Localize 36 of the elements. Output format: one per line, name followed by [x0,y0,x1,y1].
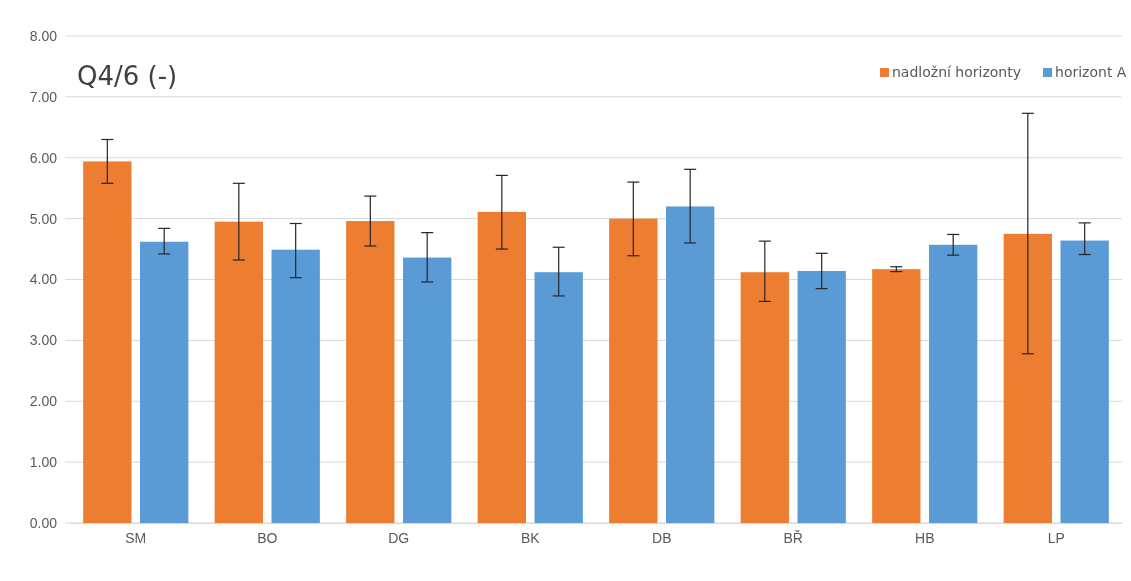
legend-label: horizont A [1055,64,1127,80]
x-tick-label: BO [257,529,278,546]
x-tick-label: BK [520,529,541,546]
y-tick-label: 1.00 [29,454,58,471]
bar [1060,240,1109,523]
bar [403,257,452,523]
bar [797,270,846,523]
bar [666,206,715,523]
x-tick-label: HB [915,529,935,546]
bar [740,272,789,523]
y-tick-label: 6.00 [29,149,58,166]
x-tick-label: DB [652,529,672,546]
x-tick-label: LP [1047,529,1065,546]
bar [477,211,526,523]
legend-label: nadložní horizonty [892,64,1022,80]
bar [83,161,132,523]
bar [140,241,189,523]
y-tick-label: 2.00 [29,393,58,410]
bar [929,244,978,523]
y-tick-label: 8.00 [29,27,58,44]
bar [1003,233,1052,523]
bar [609,218,658,523]
bar [346,221,395,523]
bar [534,272,583,523]
x-tick-label: BŘ [783,529,803,546]
bar [214,221,263,523]
bar [872,269,921,523]
y-tick-label: 4.00 [29,271,58,288]
x-tick-label: SM [125,529,147,546]
y-tick-label: 3.00 [29,332,58,349]
text: Q4/6 (-) [77,61,178,91]
y-tick-label: 0.00 [29,514,58,531]
y-tick-label: 7.00 [29,88,58,105]
bar [271,249,320,523]
x-tick-label: DG [388,529,410,546]
y-tick-label: 5.00 [29,210,58,227]
